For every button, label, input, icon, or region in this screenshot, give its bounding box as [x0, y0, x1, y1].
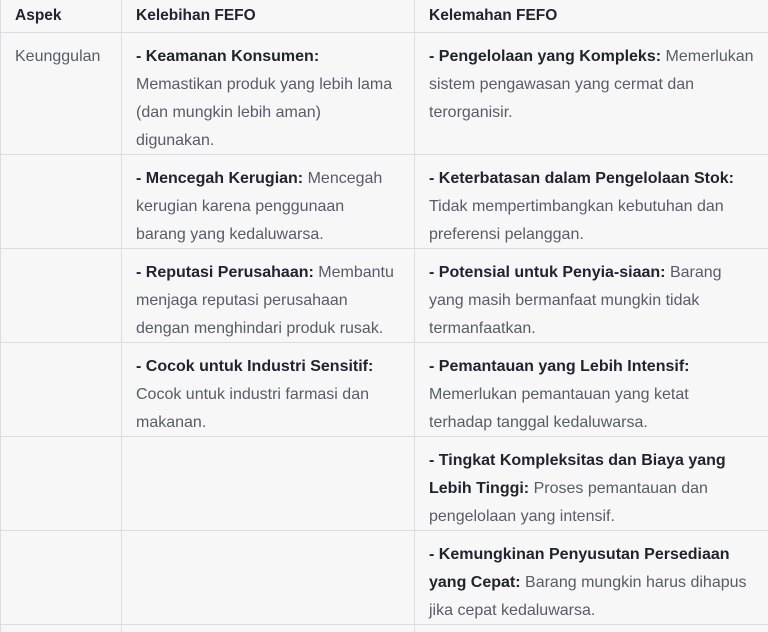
- kelebihan-term: - Keamanan Konsumen:: [136, 48, 320, 65]
- table-header-row: Aspek Kelebihan FEFO Kelemahan FEFO: [1, 0, 768, 33]
- kelemahan-desc: Proses pemantauan dan pengelolaan yang i…: [429, 480, 708, 525]
- aspek-cell: [1, 437, 122, 530]
- aspek-cell: [1, 531, 122, 624]
- table-row: - Mencegah Kerugian: Mencegah kerugian k…: [1, 155, 768, 249]
- kelebihan-desc: Mencegah kerugian karena penggunaan bara…: [136, 170, 383, 243]
- column-header-kelebihan-fefo: Kelebihan FEFO: [122, 0, 415, 32]
- aspek-cell: [1, 625, 122, 632]
- kelemahan-desc: Tidak mempertimbangkan kebutuhan dan pre…: [429, 198, 724, 243]
- table-row: - Kemungkinan Penyusutan Persediaan yang…: [1, 531, 768, 625]
- kelebihan-cell: - Mencegah Kerugian: Mencegah kerugian k…: [122, 155, 415, 248]
- aspek-cell: Keunggulan: [1, 33, 122, 154]
- table-row-partial: [1, 625, 768, 632]
- kelebihan-desc: Membantu menjaga reputasi perusahaan den…: [136, 264, 394, 337]
- kelemahan-cell: [415, 625, 768, 632]
- kelemahan-term: - Pemantauan yang Lebih Intensif:: [429, 358, 690, 375]
- column-header-aspek: Aspek: [1, 0, 122, 32]
- table-row: - Cocok untuk Industri Sensitif: Cocok u…: [1, 343, 768, 437]
- kelebihan-cell: [122, 625, 415, 632]
- kelemahan-term: - Potensial untuk Penyia-siaan:: [429, 264, 666, 281]
- kelemahan-term: - Keterbatasan dalam Pengelolaan Stok:: [429, 170, 734, 187]
- kelemahan-term: - Pengelolaan yang Kompleks:: [429, 48, 662, 65]
- kelebihan-desc: Cocok untuk industri farmasi dan makanan…: [136, 386, 369, 431]
- kelemahan-cell: - Potensial untuk Penyia-siaan: Barang y…: [415, 249, 768, 342]
- table-row: - Tingkat Kompleksitas dan Biaya yang Le…: [1, 437, 768, 531]
- kelebihan-term: - Reputasi Perusahaan:: [136, 264, 314, 281]
- kelemahan-cell: - Kemungkinan Penyusutan Persediaan yang…: [415, 531, 768, 624]
- kelebihan-term: - Mencegah Kerugian:: [136, 170, 304, 187]
- table-row: Keunggulan - Keamanan Konsumen: Memastik…: [1, 33, 768, 155]
- kelemahan-cell: - Pengelolaan yang Kompleks: Memerlukan …: [415, 33, 768, 154]
- kelebihan-desc: Memastikan produk yang lebih lama (dan m…: [136, 76, 393, 149]
- kelemahan-desc: Barang yang masih bermanfaat mungkin tid…: [429, 264, 722, 337]
- kelemahan-cell: - Tingkat Kompleksitas dan Biaya yang Le…: [415, 437, 768, 530]
- kelebihan-cell: [122, 437, 415, 530]
- kelebihan-cell: [122, 531, 415, 624]
- kelebihan-cell: - Cocok untuk Industri Sensitif: Cocok u…: [122, 343, 415, 436]
- kelemahan-cell: - Pemantauan yang Lebih Intensif: Memerl…: [415, 343, 768, 436]
- kelebihan-term: - Cocok untuk Industri Sensitif:: [136, 358, 374, 375]
- aspek-cell: [1, 249, 122, 342]
- kelemahan-desc: Barang mungkin harus dihapus jika cepat …: [429, 574, 747, 619]
- kelemahan-desc: Memerlukan pemantauan yang ketat terhada…: [429, 386, 689, 431]
- kelemahan-desc: Memerlukan sistem pengawasan yang cermat…: [429, 48, 754, 121]
- kelebihan-cell: - Keamanan Konsumen: Memastikan produk y…: [122, 33, 415, 154]
- table-row: - Reputasi Perusahaan: Membantu menjaga …: [1, 249, 768, 343]
- kelemahan-term: - Tingkat Kompleksitas dan Biaya yang Le…: [429, 452, 726, 497]
- aspek-cell: [1, 343, 122, 436]
- kelemahan-term: - Kemungkinan Penyusutan Persediaan yang…: [429, 546, 730, 591]
- kelebihan-cell: - Reputasi Perusahaan: Membantu menjaga …: [122, 249, 415, 342]
- aspek-cell: [1, 155, 122, 248]
- column-header-kelemahan-fefo: Kelemahan FEFO: [429, 7, 558, 24]
- kelemahan-cell: - Keterbatasan dalam Pengelolaan Stok: T…: [415, 155, 768, 248]
